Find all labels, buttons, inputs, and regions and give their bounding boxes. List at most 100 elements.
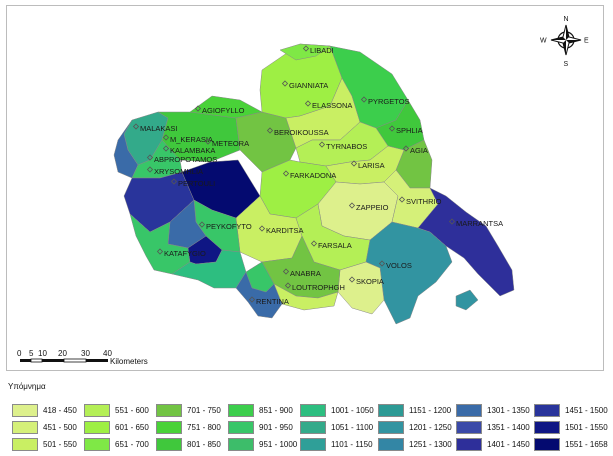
legend-item: 1201 - 1250 <box>378 420 452 434</box>
legend-label: 1101 - 1150 <box>331 439 373 449</box>
place-label-pertouli: PERTOULI <box>178 179 215 188</box>
north-arrow-fill <box>551 25 581 55</box>
scale-tick-40: 40 <box>103 349 112 358</box>
thessaly-map: LIBADI GIANNIATA ELASSONA PYRGETOS AGIOFYLLO… <box>17 16 589 366</box>
place-marker <box>281 80 289 87</box>
place-marker <box>284 282 292 289</box>
place-marker <box>248 296 256 303</box>
scale-segment-2 <box>30 358 43 363</box>
legend-label: 1451 - 1500 <box>565 405 608 415</box>
place-label-meteora: METEORA <box>212 139 249 148</box>
place-label-abpropotamos: ABPROPOTAMOS <box>154 155 217 164</box>
legend-label: 951 - 1000 <box>259 439 298 449</box>
east-label: E <box>584 38 589 45</box>
legend-title: Υπόμνημα <box>8 382 46 391</box>
legend: 418 - 450 451 - 500 501 - 550 551 - 600 601 … <box>12 403 612 455</box>
legend-label: 801 - 850 <box>187 439 221 449</box>
legend-item: 901 - 950 <box>228 420 293 434</box>
legend-item: 801 - 850 <box>156 437 221 451</box>
place-label-peykofyto: PEYKOFYTO <box>206 222 252 231</box>
legend-label: 1551 - 1658 <box>565 439 608 449</box>
map-zones <box>113 43 515 325</box>
place-label-rentina: RENTINA <box>256 297 289 306</box>
place-marker <box>360 96 368 103</box>
legend-label: 418 - 450 <box>43 405 77 415</box>
legend-swatch <box>12 437 38 451</box>
west-label: W <box>540 38 547 45</box>
legend-label: 851 - 900 <box>259 405 293 415</box>
legend-item: 651 - 700 <box>84 437 149 451</box>
place-label-karditsa: KARDITSA <box>266 226 304 235</box>
scale-tick-10: 10 <box>38 349 47 358</box>
legend-swatch <box>534 437 560 451</box>
place-label-svithrio: SVITHRIO <box>406 197 442 206</box>
place-label-volos: VOLOS <box>386 261 412 270</box>
legend-swatch <box>12 420 38 434</box>
legend-item: 701 - 750 <box>156 403 221 417</box>
legend-swatch <box>300 403 326 417</box>
legend-item: 1401 - 1450 <box>456 437 530 451</box>
south-label: S <box>564 61 569 68</box>
legend-label: 501 - 550 <box>43 439 77 449</box>
legend-swatch <box>156 437 182 451</box>
legend-swatch <box>84 420 110 434</box>
legend-swatch <box>300 420 326 434</box>
legend-item: 1051 - 1100 <box>300 420 373 434</box>
legend-swatch <box>378 420 404 434</box>
place-marker <box>146 154 154 161</box>
scale-segment-4 <box>63 358 87 363</box>
place-marker <box>318 141 326 148</box>
place-label-farsala: FARSALA <box>318 241 352 250</box>
place-marker <box>348 276 356 283</box>
legend-label: 1301 - 1350 <box>487 405 530 415</box>
place-marker <box>156 248 164 255</box>
zone-skopia <box>337 261 385 315</box>
place-label-marrantsa: MARRANTSA <box>456 219 503 228</box>
legend-item: 1451 - 1500 <box>534 403 608 417</box>
legend-item: 601 - 650 <box>84 420 149 434</box>
legend-item: 501 - 550 <box>12 437 77 451</box>
scale-bar: 0 5 10 20 30 40 Kilometers <box>17 349 148 366</box>
place-marker <box>282 268 290 275</box>
place-marker <box>170 178 178 185</box>
legend-item: 1001 - 1050 <box>300 403 374 417</box>
place-label-katafygio: KATAFYGIO <box>164 249 206 258</box>
place-marker <box>132 123 140 130</box>
place-marker <box>348 202 356 209</box>
legend-item: 451 - 500 <box>12 420 77 434</box>
place-marker <box>378 260 386 267</box>
legend-label: 551 - 600 <box>115 405 149 415</box>
legend-swatch <box>534 403 560 417</box>
place-label-beroikoussa: BEROIKOUSSA <box>274 128 329 137</box>
place-label-malakasi: MALAKASI <box>140 124 178 133</box>
legend-swatch <box>156 403 182 417</box>
legend-label: 451 - 500 <box>43 422 77 432</box>
legend-item: 1101 - 1150 <box>300 437 373 451</box>
scale-segment-1 <box>20 359 31 362</box>
place-marker <box>448 218 456 225</box>
legend-item: 751 - 800 <box>156 420 221 434</box>
legend-swatch <box>84 403 110 417</box>
scale-tick-5: 5 <box>29 349 34 358</box>
legend-label: 1051 - 1100 <box>331 422 374 432</box>
legend-item: 1301 - 1350 <box>456 403 530 417</box>
place-marker <box>204 138 212 145</box>
legend-item: 551 - 600 <box>84 403 149 417</box>
legend-swatch <box>228 403 254 417</box>
legend-swatch <box>456 403 482 417</box>
legend-swatch <box>300 437 326 451</box>
place-label-skopia: SKOPIA <box>356 277 384 286</box>
legend-swatch <box>456 420 482 434</box>
legend-item: 1251 - 1300 <box>378 437 452 451</box>
zone-rentina-green <box>245 261 275 293</box>
legend-label: 601 - 650 <box>115 422 149 432</box>
legend-item: 1151 - 1200 <box>378 403 451 417</box>
place-marker <box>194 105 202 112</box>
place-label-xrysomhlia: XRYSOMHLIA <box>154 167 203 176</box>
place-marker <box>388 125 396 132</box>
place-label-farkadona: FARKADONA <box>290 171 336 180</box>
scale-tick-30: 30 <box>81 349 90 358</box>
place-label-tyrnabos: TYRNABOS <box>326 142 367 151</box>
place-label-loutrophgh: LOUTROPHGH <box>292 283 345 292</box>
legend-label: 1201 - 1250 <box>409 422 452 432</box>
